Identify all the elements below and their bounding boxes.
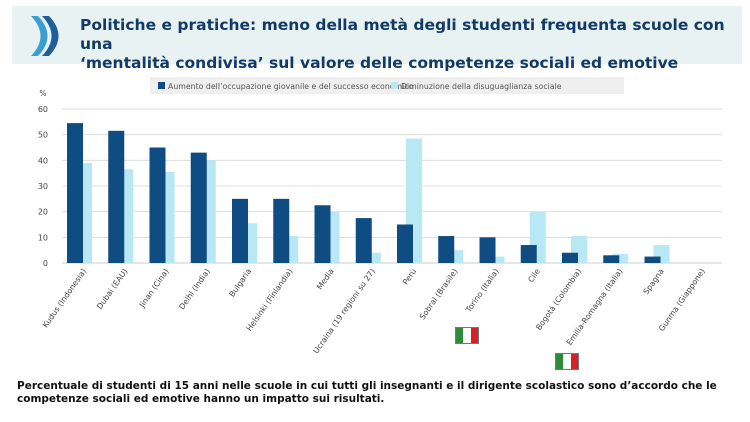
bar-series1 [108,130,125,263]
bar-series1 [149,147,166,263]
x-tick-label: Gunma (Giappone) [657,267,707,333]
legend: Aumento dell’occupazione giovanile e del… [150,77,624,94]
x-tick-label: Cile [526,267,542,284]
y-axis-label: % [39,89,46,98]
bar-series1 [438,236,455,263]
x-tick-label: Torino (Italia) [464,267,501,315]
x-tick-label: Helsinki (Finlandia) [245,267,295,333]
oecd-logo-icon [31,16,59,56]
page-title: Politiche e pratiche: meno della metà de… [80,16,730,73]
y-tick-label: 20 [38,208,48,217]
x-tick-label: Dubai (EAU) [95,267,130,311]
x-tick-label: Jinan (Cina) [137,267,171,310]
legend-box [150,77,624,94]
x-tick-label: Sobral (Brasile) [418,267,460,321]
bar-series2 [612,254,629,263]
bar-series1 [397,224,413,263]
bar-series2 [488,256,505,263]
y-tick-label: 60 [38,105,48,114]
footnote: Percentuale di studenti di 15 anni nelle… [17,380,717,405]
bar-series1 [520,245,537,263]
bar-series1 [190,152,207,263]
legend-swatch [158,82,165,89]
bar-series1 [644,256,661,263]
x-tick-label: Perù [401,267,418,286]
bar-series1 [67,123,83,263]
title-banner: Politiche e pratiche: meno della metà de… [12,6,742,72]
x-axis: Kudus (Indonesia) Dubai (EAU) Jinan (Cina)… [41,267,707,356]
x-tick-label: Delhi (India) [177,267,212,311]
italian-flag-icon-torino [455,327,479,344]
bar-chart: Aumento dell’occupazione giovanile e del… [38,77,722,356]
italian-flag-icon-emilia-romagna [555,353,579,370]
bar-series1 [603,255,620,263]
bar-series1 [479,237,496,263]
y-tick-label: 10 [38,233,48,242]
x-tick-label: Spagna [642,267,666,296]
y-tick-label: 50 [38,131,48,140]
y-axis: 0 10 20 30 40 50 60% [38,89,48,268]
y-tick-label: 30 [38,182,48,191]
legend-swatch [391,82,398,89]
x-tick-label: Kudus (Indonesia) [41,267,88,329]
x-tick-label: Media [315,267,336,292]
x-tick-label: Bogotá (Colombia) [534,267,583,332]
legend-label: Diminuzione della disuguaglianza sociale [401,82,562,91]
title-line-2: ‘mentalità condivisa’ sul valore delle c… [80,54,679,72]
bars [67,123,670,263]
y-tick-label: 0 [43,259,48,268]
bar-series1 [232,198,248,263]
bar-series1 [355,218,372,263]
bar-series2 [364,252,381,263]
x-tick-label: Bulgaria [227,267,253,299]
bar-series1 [314,205,331,263]
legend-label: Aumento dell’occupazione giovanile e del… [168,82,414,91]
bar-series1 [273,198,290,263]
bar-series1 [562,252,578,263]
y-tick-label: 40 [38,156,48,165]
title-line-1: Politiche e pratiche: meno della metà de… [80,16,725,53]
